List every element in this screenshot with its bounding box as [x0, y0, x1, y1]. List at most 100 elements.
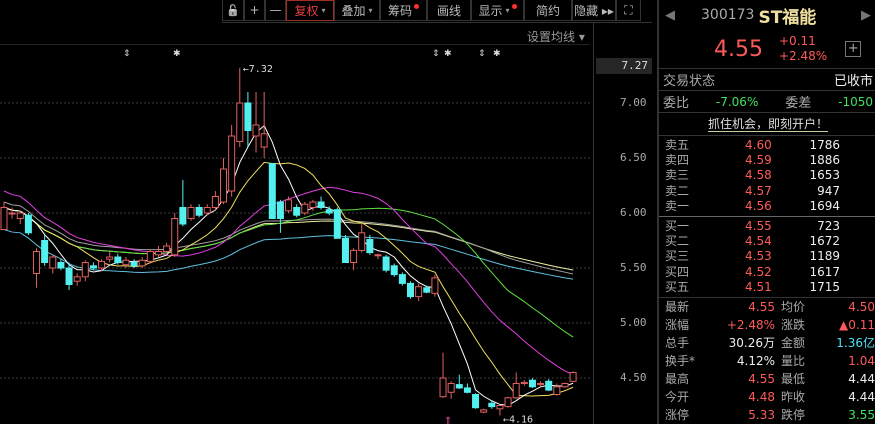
fullscreen-icon[interactable]: ⛶ [616, 0, 641, 21]
level-price: 4.59 [745, 153, 772, 168]
candle-body [537, 383, 545, 386]
candle-body [415, 286, 423, 298]
candle-body [268, 163, 276, 219]
stat-label: 跌停 [781, 407, 806, 422]
level-label: 卖二 [665, 183, 690, 198]
candle-body [236, 102, 244, 142]
candle-body [463, 387, 471, 393]
level-price: 4.57 [745, 183, 772, 198]
candle-body [130, 262, 138, 267]
candle-body [57, 262, 65, 269]
low-annotation: ←4.16 [503, 414, 533, 424]
toolbar-button-1[interactable]: + [244, 0, 265, 21]
event-marker-icon: ⇕ [478, 49, 486, 59]
current-price-label: 7.27 [596, 58, 652, 74]
sell-row: 卖一 4.56 1694 [659, 199, 875, 214]
toolbar-label: 画线 [436, 3, 461, 18]
candle-body [293, 207, 301, 216]
toolbar-button-6[interactable]: 画线 [427, 0, 471, 21]
candle-body [244, 102, 252, 131]
toolbar-button-9[interactable]: 隐藏 ▸▸ [572, 0, 616, 21]
candle-body [455, 384, 463, 389]
candle-body [81, 262, 89, 278]
candle-body [146, 251, 154, 262]
candle-body [154, 251, 162, 256]
candle-body [106, 256, 114, 260]
level-volume: 1189 [809, 249, 840, 264]
candle-body [0, 207, 8, 230]
candle-body [317, 201, 325, 208]
prev-stock-icon[interactable]: ◀ [665, 7, 675, 23]
stat-value: 4.44 [848, 389, 875, 404]
candle-body [366, 238, 374, 254]
toolbar-button-2[interactable]: — [265, 0, 286, 21]
last-price: 4.55 [714, 36, 763, 62]
level-volume: 1617 [809, 264, 840, 279]
candle-body [439, 377, 447, 398]
stat-value: 4.12% [736, 353, 775, 368]
stat-label: 总手 [665, 335, 690, 350]
candle-body [431, 277, 439, 294]
y-axis-label: 6.00 [620, 206, 647, 219]
candle-body [374, 254, 382, 257]
level-label: 卖一 [665, 198, 690, 213]
candle-body [65, 267, 73, 285]
candle-body [228, 135, 236, 192]
next-stock-icon[interactable]: ▶ [861, 7, 871, 23]
ma5-line [3, 124, 574, 407]
chart-toolbar: 🔓 + — 复权 ▾ 叠加 ▾ 筹码 画线 显示 ▾ 简约 隐藏 ▸▸ ⛶ [222, 0, 652, 23]
buy-book: 买一 4.55 723 买二 4.54 1672 买三 4.53 1189 买四 4.52 1617 买… [659, 217, 875, 298]
candle-body [341, 237, 349, 264]
stat-value: 1.36亿 [836, 335, 875, 350]
toolbar-button-5[interactable]: 筹码 [380, 0, 427, 21]
stat-value: 30.26万 [728, 335, 775, 350]
stat-row: 换手* 4.12% 量比 1.04 [659, 352, 875, 370]
stat-label: 涨停 [665, 407, 690, 422]
y-axis-label: 5.50 [620, 261, 647, 274]
add-watchlist-button[interactable]: + [845, 41, 862, 57]
candle-body [480, 409, 488, 413]
weicha-label: 委差 [785, 96, 812, 111]
level-volume: 1653 [809, 168, 840, 183]
stat-value: 4.55 [748, 299, 775, 314]
buy-row: 买五 4.51 1715 [659, 280, 875, 295]
sell-row: 卖三 4.58 1653 [659, 168, 875, 183]
set-ma-button[interactable]: 设置均线 ▾ [527, 30, 585, 44]
candle-body [89, 265, 97, 269]
y-axis-label: 6.50 [620, 151, 647, 164]
level-price: 4.51 [745, 279, 772, 294]
price-change-pct: +2.48% [779, 49, 828, 63]
buy-row: 买一 4.55 723 [659, 219, 875, 234]
candle-body [545, 380, 553, 391]
candle-body [528, 379, 536, 388]
candlestick-chart[interactable]: ←7.32 ←4.16 ⇕ ✱ ⇕ ✱ ⇕ ✱ ⇑ [0, 0, 593, 424]
open-account-link[interactable]: 抓住机会，即刻开户！ [707, 117, 828, 132]
stat-value: 4.48 [748, 389, 775, 404]
candle-body [390, 265, 398, 276]
toolbar-label: 隐藏 ▸▸ [574, 3, 614, 18]
stat-label: 最低 [781, 371, 806, 386]
candle-body [407, 282, 414, 298]
level-volume: 1672 [809, 234, 840, 249]
candle-body [187, 207, 195, 219]
toolbar-button-4[interactable]: 叠加 ▾ [334, 0, 380, 21]
notification-dot-icon [511, 3, 517, 9]
ma30-line [3, 207, 574, 338]
y-axis-label: 7.00 [620, 96, 647, 109]
level-price: 4.52 [745, 264, 772, 279]
candle-body [41, 240, 49, 263]
level-price: 4.54 [745, 234, 772, 249]
stat-label: 最新 [665, 299, 690, 314]
toolbar-button-3[interactable]: 复权 ▾ [286, 0, 334, 21]
candle-body [163, 245, 171, 252]
level-label: 卖三 [665, 168, 690, 183]
status-value: 已收市 [833, 74, 873, 89]
sell-row: 卖五 4.60 1786 [659, 138, 875, 153]
toolbar-button-7[interactable]: 显示 ▾ [471, 0, 524, 21]
toolbar-button-8[interactable]: 简约 [524, 0, 572, 21]
candle-body [276, 201, 284, 219]
stat-row: 涨幅 +2.48% 涨跌 ▲0.11 [659, 316, 875, 334]
unlock-icon[interactable]: 🔓 [222, 0, 244, 21]
candle-body [561, 383, 569, 388]
buy-row: 买四 4.52 1617 [659, 265, 875, 280]
